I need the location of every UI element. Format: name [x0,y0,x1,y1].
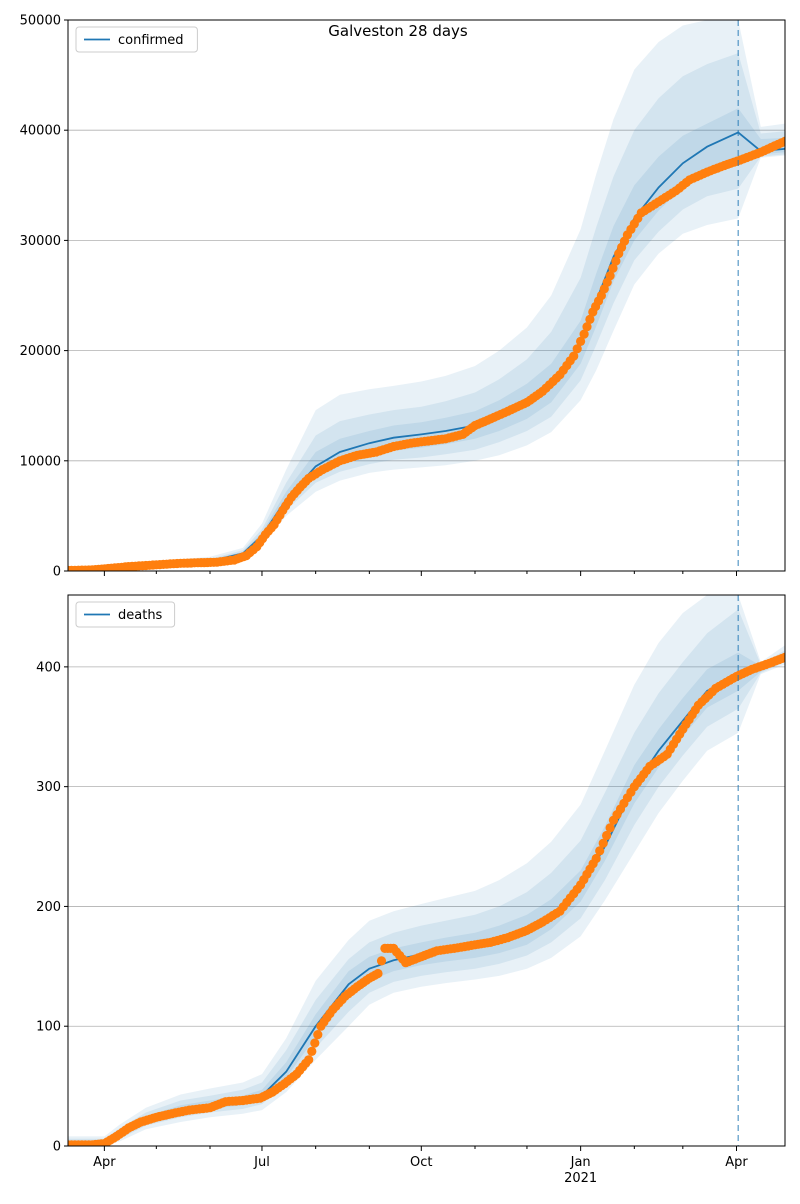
legend-label: deaths [118,608,163,623]
data-point [310,1038,320,1048]
data-point [595,846,605,856]
y-tick-label: 50000 [20,14,61,29]
chart-panel-top: 0 10000 20000 30000 40000 50000 confirmed [20,14,786,580]
x-tick-label: Jul [253,1155,270,1170]
legend-box [75,601,176,628]
x-tick-year-label: 2021 [564,1171,597,1186]
data-point [373,968,383,979]
data-point [313,1030,323,1040]
data-point [585,314,595,324]
data-point [591,853,601,864]
y-tick-label: 10000 [20,454,61,469]
y-tick-label: 20000 [20,344,61,359]
plot-area [68,20,785,571]
y-tick-label: 40000 [20,124,61,139]
legend: deaths [75,601,176,628]
uncertainty-band [68,595,785,1146]
observed-points [68,652,785,1146]
data-point [611,256,621,266]
uncertainty-band [68,108,785,571]
uncertainty-band [68,53,785,571]
data-point [572,344,582,354]
legend: confirmed [75,26,198,53]
data-point [780,652,785,662]
y-tick-label: 30000 [20,234,61,249]
data-point [602,830,612,841]
data-point [605,271,615,281]
y-tick-label: 200 [36,900,61,915]
data-point [307,1046,317,1056]
axes-frame [67,594,786,1147]
chart-panel-bottom: 0 100 200 300 400 deaths Apr Jul Oct Jan Apr 2021 [36,594,786,1186]
figure-title: Galveston 28 days [328,22,468,40]
data-point [780,136,785,146]
x-tick-label: Apr [725,1155,748,1170]
x-tick-label: Apr [93,1155,116,1170]
data-point [569,351,579,361]
observed-points [68,136,785,571]
x-tick-label: Oct [410,1155,432,1170]
uncertainty-band [68,652,785,1146]
legend-box [75,26,198,53]
y-tick-label: 0 [53,565,61,580]
y-tick-label: 0 [53,1140,61,1155]
data-point [579,329,589,339]
data-point [598,838,608,848]
y-tick-label: 300 [36,780,61,795]
y-tick-label: 400 [36,660,61,675]
data-point [376,956,387,966]
axes-frame [67,19,786,572]
uncertainty-band [68,609,785,1146]
data-point [304,1055,314,1065]
data-point [608,263,618,273]
uncertainty-band [68,20,785,571]
data-point [576,336,586,346]
data-point [605,823,615,833]
data-point [582,322,592,332]
legend-label: confirmed [118,33,184,48]
y-tick-label: 100 [36,1020,61,1035]
plot-area [68,595,785,1146]
x-tick-label: Jan [570,1155,591,1170]
